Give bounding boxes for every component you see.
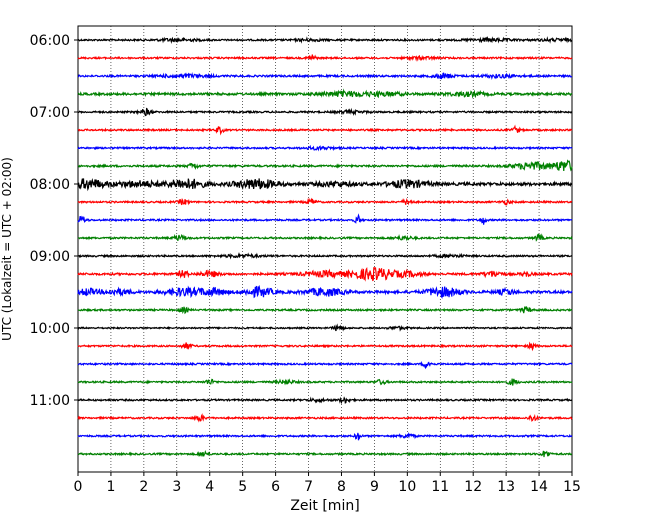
x-tick-label: 3 <box>172 479 181 495</box>
x-tick-label: 8 <box>337 479 346 495</box>
trace-line <box>77 107 573 117</box>
x-tick-label: 7 <box>304 479 313 495</box>
x-tick-label: 1 <box>106 479 115 495</box>
x-tick-label: 10 <box>398 479 416 495</box>
y-tick-label: 07:00 <box>30 105 70 121</box>
trace-line <box>77 144 573 152</box>
trace-line <box>77 233 573 242</box>
x-tick-label: 14 <box>530 479 548 495</box>
trace-line <box>77 306 573 315</box>
y-tick-label: 08:00 <box>30 177 70 193</box>
trace-line <box>77 432 573 441</box>
traces <box>77 35 573 458</box>
trace-line <box>77 396 573 405</box>
plot-frame <box>77 25 573 473</box>
trace-line <box>77 197 573 206</box>
x-tick-label: 9 <box>370 479 379 495</box>
x-tick-label: 2 <box>139 479 148 495</box>
x-axis-ticks: 0 1 2 3 4 5 6 7 8 9 10 11 12 13 14 15 <box>74 472 581 495</box>
x-tick-label: 12 <box>464 479 482 495</box>
trace-line <box>77 341 573 352</box>
x-tick-label: 0 <box>74 479 83 495</box>
x-axis-label: Zeit [min] <box>290 498 359 514</box>
trace-line <box>77 213 573 225</box>
y-tick-label: 09:00 <box>30 249 70 265</box>
x-tick-label: 5 <box>238 479 247 495</box>
x-tick-label: 15 <box>563 479 581 495</box>
trace-line <box>77 35 573 45</box>
trace-line <box>77 124 573 136</box>
trace-line <box>77 360 573 370</box>
trace-line <box>77 251 573 260</box>
trace-line <box>77 159 573 172</box>
trace-line <box>77 413 573 423</box>
trace-line <box>77 450 573 458</box>
y-tick-label: 10:00 <box>30 321 70 337</box>
trace-line <box>77 378 573 386</box>
y-axis-ticks: 06:00 07:00 08:00 09:00 10:00 11:00 <box>30 33 78 409</box>
x-tick-label: 13 <box>497 479 515 495</box>
trace-line <box>77 266 573 282</box>
x-tick-label: 4 <box>205 479 214 495</box>
trace-line <box>77 88 573 99</box>
trace-line <box>77 54 573 62</box>
y-axis-label: UTC (Lokalzeit = UTC + 02:00) <box>0 157 14 341</box>
trace-line <box>77 284 573 299</box>
y-tick-label: 11:00 <box>30 393 70 409</box>
x-tick-label: 6 <box>271 479 280 495</box>
trace-line <box>77 178 573 192</box>
y-tick-label: 06:00 <box>30 33 70 49</box>
grid-lines <box>110 26 540 472</box>
trace-line <box>77 323 573 332</box>
trace-line <box>77 71 573 80</box>
x-tick-label: 11 <box>431 479 449 495</box>
